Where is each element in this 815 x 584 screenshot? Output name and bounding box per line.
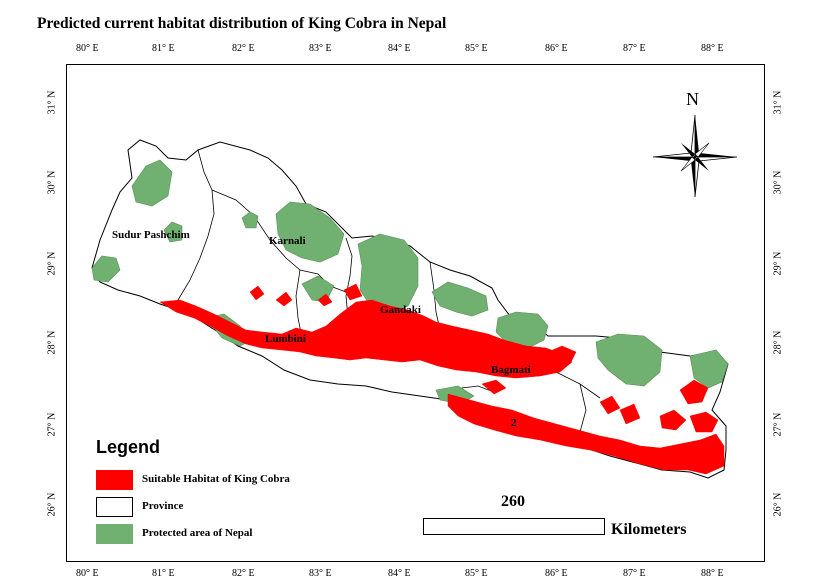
longitude-tick-bottom: 80° E bbox=[76, 568, 99, 579]
longitude-tick-bottom: 84° E bbox=[388, 568, 411, 579]
longitude-tick-top: 80° E bbox=[76, 43, 99, 54]
longitude-tick-bottom: 86° E bbox=[545, 568, 568, 579]
longitude-tick-bottom: 87° E bbox=[623, 568, 646, 579]
province-label-karnali: Karnali bbox=[269, 235, 306, 247]
longitude-tick-bottom: 85° E bbox=[465, 568, 488, 579]
protected-areas bbox=[91, 159, 729, 405]
legend-swatch-province bbox=[96, 497, 133, 517]
legend-label-protected: Protected area of Nepal bbox=[142, 527, 253, 539]
longitude-tick-top: 81° E bbox=[152, 43, 175, 54]
north-label: N bbox=[686, 89, 699, 109]
scale-bar-value: 260 bbox=[501, 493, 525, 510]
longitude-tick-top: 83° E bbox=[309, 43, 332, 54]
legend-swatch-habitat bbox=[96, 470, 133, 490]
longitude-tick-bottom: 88° E bbox=[701, 568, 724, 579]
legend-label-province: Province bbox=[142, 500, 184, 512]
longitude-tick-top: 85° E bbox=[465, 43, 488, 54]
legend-title: Legend bbox=[96, 437, 161, 457]
longitude-tick-bottom: 81° E bbox=[152, 568, 175, 579]
scale-bar-unit: Kilometers bbox=[611, 521, 687, 538]
longitude-tick-top: 88° E bbox=[701, 43, 724, 54]
longitude-tick-top: 84° E bbox=[388, 43, 411, 54]
map-frame bbox=[66, 64, 765, 562]
suitable-habitat bbox=[159, 283, 725, 475]
legend-label-habitat: Suitable Habitat of King Cobra bbox=[142, 473, 290, 485]
province-label-sudur-pashchim: Sudur Pashchim bbox=[112, 229, 190, 241]
longitude-tick-top: 82° E bbox=[232, 43, 255, 54]
legend-swatch-protected bbox=[96, 524, 133, 544]
compass-rose-icon bbox=[652, 114, 738, 198]
longitude-tick-top: 86° E bbox=[545, 43, 568, 54]
province-label-lumbini: Lumbini bbox=[265, 333, 306, 345]
longitude-tick-bottom: 82° E bbox=[232, 568, 255, 579]
province-label-gandaki: Gandaki bbox=[380, 304, 421, 316]
province-label-bagmati: Bagmati bbox=[491, 364, 531, 376]
scale-bar bbox=[423, 518, 605, 535]
map-title: Predicted current habitat distribution o… bbox=[37, 15, 447, 32]
longitude-tick-bottom: 83° E bbox=[309, 568, 332, 579]
longitude-tick-top: 87° E bbox=[623, 43, 646, 54]
province-label-2: 2 bbox=[511, 417, 517, 429]
